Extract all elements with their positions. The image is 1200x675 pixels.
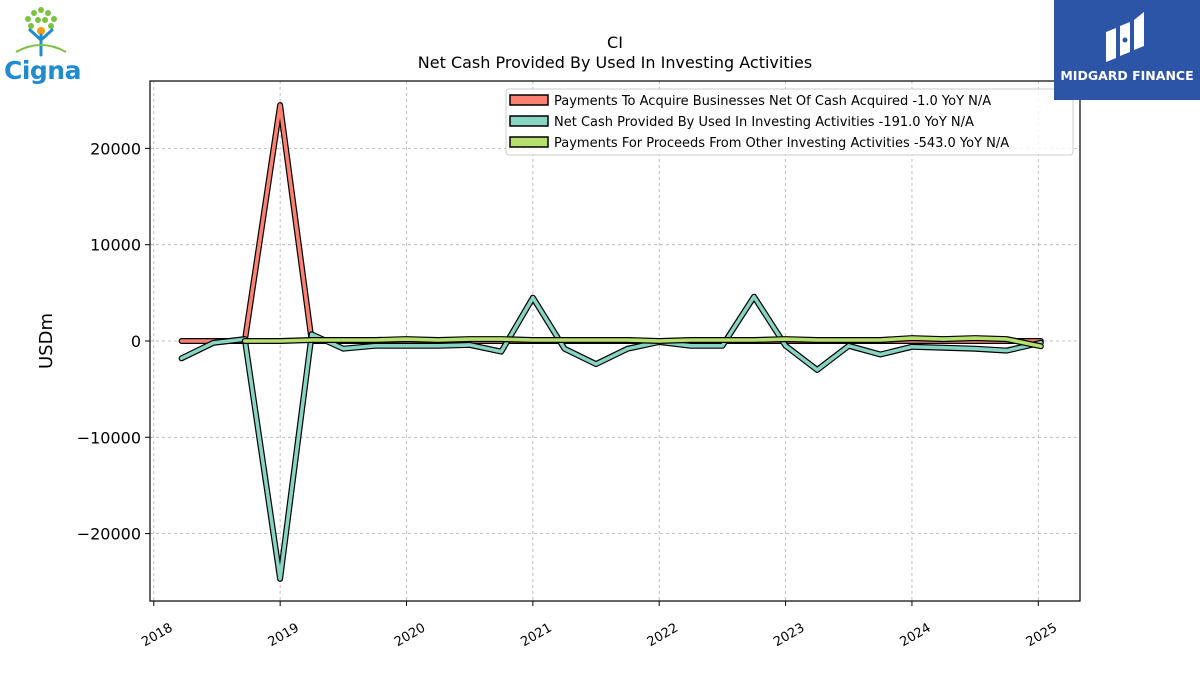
x-tick-label: 2024 [897,621,933,651]
data-point [278,577,282,581]
data-point [847,344,851,348]
x-tick-label: 2023 [771,621,807,651]
legend-swatch [509,136,549,148]
data-point [1039,344,1043,348]
legend-swatch [509,115,549,127]
series-line-2 [243,336,1043,349]
legend-label: Net Cash Provided By Used In Investing A… [554,115,974,130]
data-point [626,338,630,342]
data-point [531,296,535,300]
legend-swatch [509,94,549,106]
data-point [784,344,788,348]
data-point [373,338,377,342]
tree-figure-icon [15,7,67,57]
data-point [405,344,408,348]
x-axis: 2018 2019 2020 2021 2022 2023 2024 2025 [139,601,1060,650]
data-point [278,103,282,107]
data-point [531,338,535,342]
data-point [243,339,247,343]
data-point [973,347,977,351]
y-tick-label: 20000 [90,139,141,158]
data-point [436,338,440,342]
data-point [278,339,282,343]
data-point [499,350,503,354]
data-point [720,344,724,348]
data-point [878,353,882,356]
data-point [310,338,314,342]
chart-title-line2: Net Cash Provided By Used In Investing A… [418,53,812,72]
data-point [499,337,503,341]
data-point [180,339,184,343]
x-tick-label: 2019 [266,621,302,651]
data-point [180,356,184,360]
data-point [1005,337,1009,341]
data-point [563,338,566,342]
data-point [752,295,756,299]
cigna-wordmark: Cigna [4,56,81,85]
x-tick-label: 2020 [392,621,428,651]
data-point [341,347,345,351]
data-point [211,341,215,345]
data-point [468,343,472,347]
data-point [341,338,345,342]
data-point [847,338,851,342]
y-axis-label: USDm [36,313,57,369]
y-tick-label: −10000 [77,428,141,447]
data-point [910,336,914,340]
data-point [752,338,756,342]
data-point [784,337,788,341]
data-point [436,344,440,348]
data-point [942,346,945,350]
y-axis: −20000 −10000 0 10000 20000 [77,139,150,544]
data-point [910,345,914,349]
x-tick-label: 2021 [518,621,554,651]
m-monogram-icon [1106,12,1144,62]
data-point [1005,349,1009,353]
midgard-finance-logo: MIDGARD FINANCE [1054,0,1200,100]
legend-label: Payments For Proceeds From Other Investi… [554,136,1009,151]
data-point [405,337,408,341]
data-point [373,344,377,348]
data-point [594,338,598,342]
chart-title-line1: CI [607,33,623,52]
data-point [563,347,566,351]
data-point [815,338,819,342]
data-point [689,338,693,342]
series-layer [178,102,1044,582]
y-tick-label: 10000 [90,236,141,255]
data-point [720,338,724,342]
data-point [310,332,314,336]
data-point [689,344,693,348]
data-point [626,347,630,351]
y-tick-label: −20000 [77,525,141,544]
legend-label: Payments To Acquire Businesses Net Of Ca… [554,94,991,109]
x-tick-label: 2025 [1024,621,1060,651]
data-point [815,368,819,372]
data-point [973,336,977,340]
midgard-wordmark: MIDGARD FINANCE [1060,68,1194,83]
legend-box [505,88,1074,156]
cigna-logo: Cigna [0,0,90,95]
legend: Payments To Acquire Businesses Net Of Ca… [505,88,1074,156]
x-tick-label: 2018 [139,621,175,651]
data-point [468,337,472,341]
data-point [594,362,598,366]
x-tick-label: 2022 [645,621,681,651]
data-point [657,339,661,343]
data-point [878,338,882,342]
data-point [942,337,945,341]
y-tick-label: 0 [131,332,141,351]
